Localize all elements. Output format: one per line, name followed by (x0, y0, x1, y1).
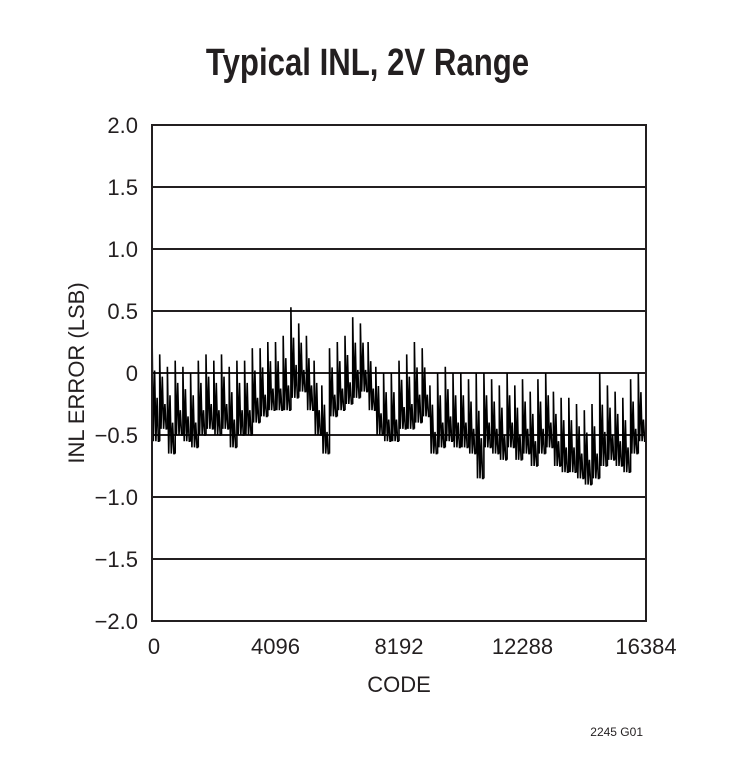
trace-segment (182, 366, 191, 442)
trace-segment (189, 372, 199, 449)
trace-segment (498, 385, 508, 461)
trace-segment (421, 348, 430, 423)
trace-segment (413, 341, 423, 429)
trace-segment (336, 341, 345, 417)
trace-segment (583, 410, 592, 486)
x-axis-label: CODE (367, 672, 431, 697)
trace-segment (475, 372, 484, 480)
trace-segment (398, 360, 407, 442)
trace-segment (313, 360, 322, 436)
trace-segment (151, 329, 160, 442)
trace-segment (637, 372, 646, 454)
figure-id: 2245 G01 (590, 725, 643, 739)
trace-segment (544, 372, 554, 454)
trace-segment (614, 391, 623, 467)
y-tick-label: 1.5 (107, 175, 138, 200)
trace-segment (506, 372, 515, 460)
trace-segment (390, 372, 399, 442)
x-tick-label: 0 (148, 634, 160, 659)
trace-segment (436, 372, 446, 454)
trace-segment (514, 385, 523, 461)
chart-title: Typical INL, 2V Range (205, 42, 530, 84)
trace-segment (228, 366, 237, 449)
y-tick-label: 2.0 (107, 113, 138, 138)
trace-segment (297, 323, 307, 398)
trace-segment (382, 372, 392, 442)
trace-segment (537, 379, 546, 466)
trace-segment (568, 397, 577, 473)
trace-segment (529, 391, 538, 467)
trace-segment (467, 379, 477, 455)
trace-segment (243, 360, 253, 436)
trace-segment (174, 360, 183, 454)
trace-segment (197, 360, 206, 448)
x-tick-label: 4096 (251, 634, 300, 659)
x-tick-label: 8192 (375, 634, 424, 659)
y-tick-label: −0.5 (95, 423, 138, 448)
y-tick-label: 1.0 (107, 237, 138, 262)
trace-segment (305, 335, 315, 411)
trace-segment (274, 341, 284, 411)
trace-segment (205, 354, 214, 435)
trace-segment (429, 385, 438, 455)
trace-segment (367, 341, 376, 411)
trace-segment (158, 354, 168, 442)
trace-segment (220, 354, 230, 435)
trace-segment (166, 366, 176, 455)
trace-segment (251, 348, 261, 435)
trace-segment (490, 379, 500, 455)
trace-segment (213, 360, 222, 436)
trace-segment (606, 385, 616, 466)
trace-segment (629, 379, 639, 473)
y-axis-label: INL ERROR (LSB) (64, 282, 89, 463)
trace-segment (591, 403, 600, 485)
trace-segment (344, 335, 353, 411)
trace-segment (521, 379, 531, 460)
plot-frame (151, 124, 647, 622)
trace-segment (359, 323, 369, 398)
trace-segment (452, 372, 461, 449)
y-tick-label: 0.5 (107, 299, 138, 324)
trace-segment (552, 391, 562, 467)
trace-segment (483, 372, 492, 479)
trace-segment (575, 403, 585, 480)
trace-segment (598, 372, 608, 479)
trace-segment (460, 372, 469, 449)
trace-segment (282, 335, 291, 411)
trace-segment (375, 366, 384, 436)
trace-segment (267, 341, 276, 417)
trace-segment (560, 397, 569, 473)
trace-segment (259, 348, 268, 423)
trace-segment (236, 360, 245, 448)
x-tick-label: 16384 (615, 634, 676, 659)
y-tick-label: −1.0 (95, 485, 138, 510)
trace-segment (351, 317, 361, 404)
trace-segment (444, 366, 453, 448)
y-tick-label: 0 (126, 361, 138, 386)
y-tick-label: −1.5 (95, 547, 138, 572)
y-tick-label: −2.0 (95, 609, 138, 634)
trace-segment (405, 354, 415, 430)
x-tick-label: 12288 (492, 634, 553, 659)
trace-segment (622, 397, 631, 473)
trace-segment (290, 307, 299, 411)
trace-segment (328, 348, 338, 454)
trace-segment (321, 385, 330, 455)
